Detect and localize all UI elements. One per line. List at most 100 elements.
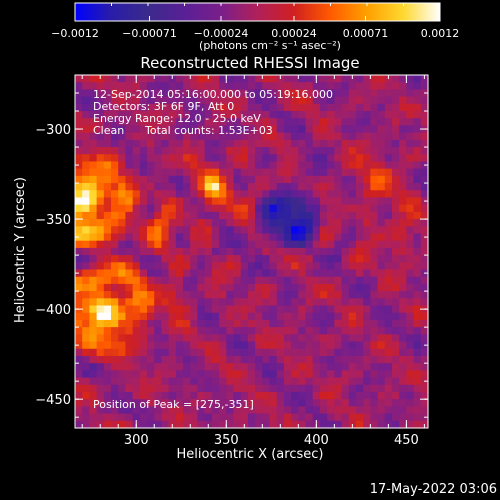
heatmap-cell xyxy=(211,190,220,199)
heatmap-cell xyxy=(363,161,371,170)
heatmap-cell xyxy=(312,283,321,292)
heatmap-cell xyxy=(406,283,415,292)
heatmap-cell xyxy=(219,327,227,335)
heatmap-cell xyxy=(406,82,415,90)
heatmap-cell xyxy=(363,111,371,119)
heatmap-cell xyxy=(161,312,170,321)
heatmap-cell xyxy=(240,219,249,227)
heatmap-cell xyxy=(391,312,400,321)
heatmap-cell xyxy=(305,96,314,105)
heatmap-cell xyxy=(190,132,199,141)
heatmap-cell xyxy=(139,161,148,170)
heatmap-cell xyxy=(154,125,163,134)
heatmap-cell xyxy=(377,283,386,292)
heatmap-cell xyxy=(291,111,299,119)
heatmap-cell xyxy=(327,247,335,256)
heatmap-cell xyxy=(233,276,242,285)
heatmap-cell xyxy=(269,269,278,278)
heatmap-cell xyxy=(399,139,407,148)
heatmap-cell xyxy=(283,118,292,127)
heatmap-cell xyxy=(327,82,335,90)
heatmap-cell xyxy=(147,341,155,350)
heatmap-cell xyxy=(154,377,163,386)
heatmap-cell xyxy=(269,298,278,307)
heatmap-cell xyxy=(103,420,112,429)
heatmap-cell xyxy=(197,319,206,328)
heatmap-cell xyxy=(175,298,184,307)
heatmap-cell xyxy=(75,204,83,213)
heatmap-cell xyxy=(291,283,299,292)
heatmap-cell xyxy=(89,377,98,386)
heatmap-cell xyxy=(305,190,314,199)
heatmap-cell xyxy=(183,154,191,163)
heatmap-cell xyxy=(255,125,263,134)
heatmap-cell xyxy=(269,96,278,105)
heatmap-cell xyxy=(125,240,134,249)
heatmap-cell xyxy=(247,255,256,263)
heatmap-cell xyxy=(420,384,429,393)
heatmap-cell xyxy=(204,406,213,415)
heatmap-cell xyxy=(348,327,357,335)
heatmap-cell xyxy=(226,240,235,249)
heatmap-cell xyxy=(197,255,206,263)
heatmap-cell xyxy=(391,384,400,393)
heatmap-cell xyxy=(269,377,278,386)
heatmap-cell xyxy=(211,363,220,371)
heatmap-cell xyxy=(348,154,357,163)
heatmap-cell xyxy=(327,147,335,155)
heatmap-cell xyxy=(348,255,357,263)
heatmap-cell xyxy=(262,291,271,299)
heatmap-cell xyxy=(341,132,350,141)
heatmap-cell xyxy=(132,183,141,191)
heatmap-cell xyxy=(262,219,271,227)
heatmap-cell xyxy=(125,262,134,271)
heatmap-cell xyxy=(247,147,256,155)
heatmap-cell xyxy=(111,139,119,148)
heatmap-cell xyxy=(305,348,314,357)
heatmap-cell xyxy=(355,89,364,98)
heatmap-cell xyxy=(233,211,242,220)
heatmap-cell xyxy=(283,147,292,155)
heatmap-cell xyxy=(111,305,119,314)
heatmap-cell xyxy=(341,103,350,112)
heatmap-cell xyxy=(154,255,163,263)
heatmap-cell xyxy=(89,197,98,206)
heatmap-cell xyxy=(298,161,307,170)
heatmap-cell xyxy=(355,262,364,271)
heatmap-cell xyxy=(118,197,127,206)
heatmap-cell xyxy=(175,247,184,256)
heatmap-cell xyxy=(399,327,407,335)
heatmap-cell xyxy=(334,283,343,292)
heatmap-cell xyxy=(283,197,292,206)
heatmap-cell xyxy=(139,89,148,98)
heatmap-cell xyxy=(283,204,292,213)
heatmap-cell xyxy=(139,175,148,184)
heatmap-cell xyxy=(406,204,415,213)
heatmap-cell xyxy=(413,226,422,235)
heatmap-cell xyxy=(298,262,307,271)
heatmap-cell xyxy=(341,219,350,227)
heatmap-cell xyxy=(334,276,343,285)
heatmap-cell xyxy=(327,269,335,278)
heatmap-cell xyxy=(111,175,119,184)
heatmap-cell xyxy=(147,413,155,422)
heatmap-cell xyxy=(291,211,299,220)
heatmap-cell xyxy=(348,283,357,292)
heatmap-cell xyxy=(175,377,184,386)
heatmap-cell xyxy=(377,240,386,249)
heatmap-cell xyxy=(103,355,112,364)
heatmap-cell xyxy=(197,168,206,177)
heatmap-cell xyxy=(334,312,343,321)
heatmap-cell xyxy=(111,420,119,429)
heatmap-cell xyxy=(233,341,242,350)
heatmap-cell xyxy=(327,276,335,285)
heatmap-cell xyxy=(334,327,343,335)
heatmap-cell xyxy=(348,413,357,422)
heatmap-cell xyxy=(413,154,422,163)
heatmap-cell xyxy=(312,125,321,134)
heatmap-cell xyxy=(255,211,263,220)
heatmap-cell xyxy=(420,168,429,177)
heatmap-cell xyxy=(312,168,321,177)
heatmap-cell xyxy=(269,247,278,256)
heatmap-cell xyxy=(269,327,278,335)
